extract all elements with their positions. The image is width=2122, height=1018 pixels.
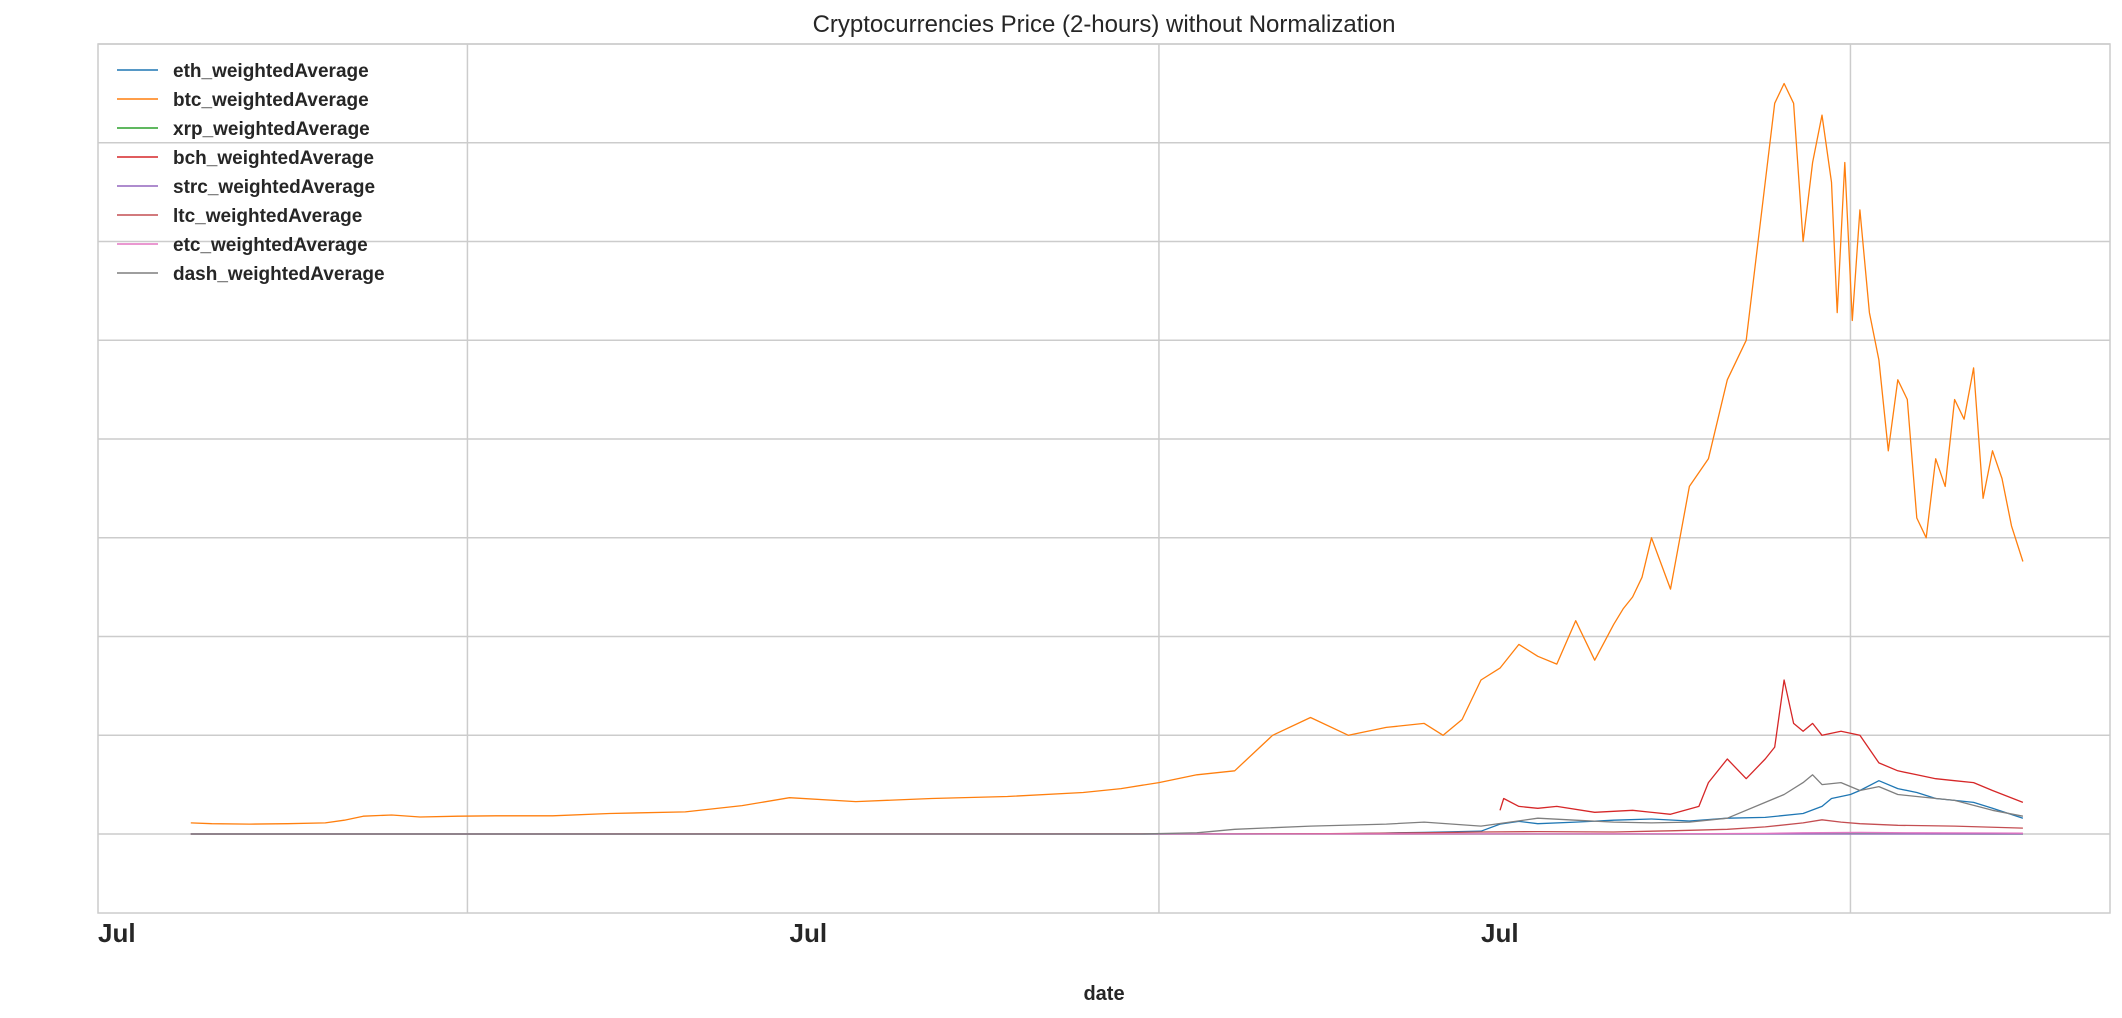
legend-label: xrp_weightedAverage [173, 119, 370, 140]
legend-label: dash_weightedAverage [173, 264, 385, 285]
chart-title: Cryptocurrencies Price (2-hours) without… [813, 11, 1396, 38]
legend-label: etc_weightedAverage [173, 235, 368, 256]
series-line-ltc_weightedAverage [190, 819, 2023, 835]
series-line-bch_weightedAverage [1499, 679, 2024, 815]
legend-label: strc_weightedAverage [173, 177, 375, 198]
x-tick-label: Jul [1481, 918, 1519, 948]
plot-area [97, 43, 2111, 914]
legend-label: ltc_weightedAverage [173, 206, 362, 227]
x-axis-label: date [1083, 983, 1124, 1005]
legend-label: bch_weightedAverage [173, 148, 374, 169]
legend: eth_weightedAverage btc_weightedAveragexr… [117, 61, 385, 285]
series-line-dash_weightedAverage [190, 774, 2024, 835]
legend-label: eth_weightedAverage [173, 61, 369, 82]
series-line-btc_weightedAverage [190, 82, 2024, 825]
x-tick-label: Jul [790, 918, 828, 948]
x-tick-label: Jul [98, 918, 136, 948]
grid-lines [97, 43, 2111, 914]
series-line-etc_weightedAverage [190, 831, 2023, 835]
series-lines [190, 82, 2024, 835]
legend-label: btc_weightedAverage [173, 90, 369, 111]
